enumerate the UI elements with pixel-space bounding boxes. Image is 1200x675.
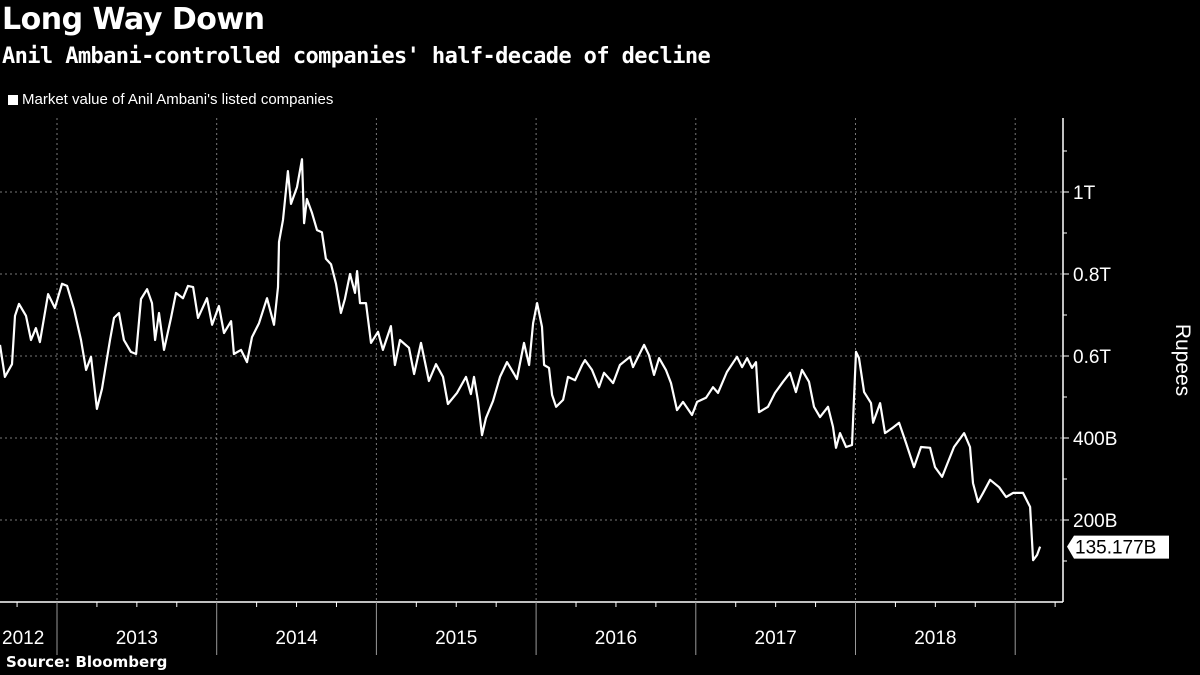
y-tick-label: 0.6T — [1073, 347, 1111, 368]
legend-swatch — [8, 94, 18, 105]
chart-subtitle: Anil Ambani-controlled companies' half-d… — [2, 44, 711, 69]
last-value-label: 135.177B — [1075, 538, 1156, 559]
axes — [0, 118, 1069, 655]
y-tick-label: 0.8T — [1073, 265, 1111, 286]
x-tick-label: 2014 — [275, 628, 318, 649]
x-tick-label: 2015 — [435, 628, 477, 649]
x-tick-label: 2016 — [595, 628, 637, 649]
x-tick-label: 2013 — [116, 628, 158, 649]
tick-labels: 200B 400B 0.6T 0.8T 1T 2012 2013 2014 2015 2016 20… — [2, 183, 1169, 649]
x-tick-label: 2017 — [755, 628, 797, 649]
chart-title: Long Way Down — [2, 2, 265, 37]
y-axis-label: Rupees — [1171, 324, 1194, 396]
legend: Market value of Anil Ambani's listed com… — [8, 91, 333, 108]
y-tick-label: 200B — [1073, 511, 1117, 532]
series-line-market-value — [0, 158, 1042, 562]
x-tick-label: 2018 — [914, 628, 956, 649]
legend-label: Market value of Anil Ambani's listed com… — [22, 91, 334, 108]
y-tick-label: 400B — [1073, 429, 1117, 450]
grid — [0, 118, 1063, 602]
source-note: Source: Bloomberg — [6, 653, 168, 671]
x-tick-label: 2012 — [2, 628, 44, 649]
last-value-badge — [1067, 535, 1169, 559]
y-tick-label: 1T — [1073, 183, 1096, 204]
